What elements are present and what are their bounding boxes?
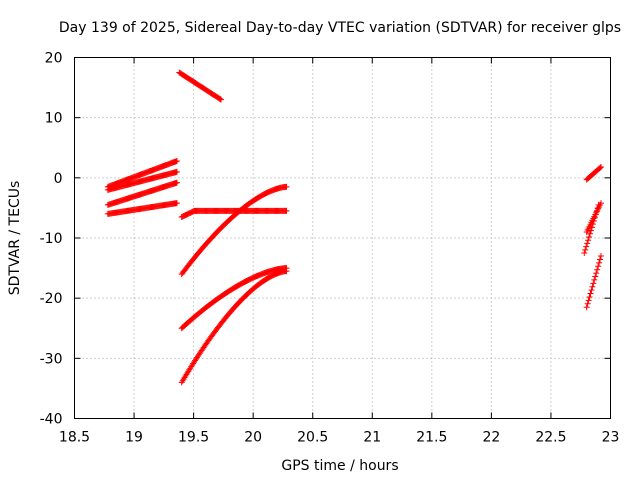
data-point [586, 293, 593, 300]
data-point [589, 283, 596, 290]
data-point [283, 268, 290, 275]
data-point [217, 96, 224, 103]
y-tick-label: -40 [40, 412, 63, 428]
data-point [590, 280, 597, 287]
data-point [597, 256, 604, 263]
x-tick-label: 22 [482, 430, 500, 446]
x-tick-label: 19.5 [178, 430, 209, 446]
series-arc-b [104, 168, 180, 193]
series-arc-i [178, 268, 290, 386]
y-tick-label: -10 [40, 231, 63, 247]
x-tick-label: 18.5 [59, 430, 90, 446]
data-point [587, 290, 594, 297]
x-tick-label: 21.5 [416, 430, 447, 446]
y-tick-label: 0 [54, 171, 63, 187]
y-axis-label: SDTVAR / TECUs [7, 181, 23, 296]
data-point [173, 179, 180, 186]
data-point [588, 287, 595, 294]
data-point [583, 243, 590, 250]
data-point [218, 96, 225, 103]
series-arc-g [178, 183, 290, 278]
data-point [585, 297, 592, 304]
y-tick-label: 10 [45, 111, 63, 127]
series-arc-m [583, 253, 604, 311]
data-point [597, 164, 604, 171]
data-point [595, 263, 602, 270]
y-tick-label: -30 [40, 351, 63, 367]
plot-frame [74, 57, 611, 419]
x-tick-label: 21 [363, 430, 381, 446]
data-point [283, 207, 290, 214]
data-point [594, 266, 601, 273]
data-point [592, 273, 599, 280]
chart-title: Day 139 of 2025, Sidereal Day-to-day VTE… [59, 20, 621, 36]
data-point [597, 253, 604, 260]
data-point [173, 200, 180, 207]
x-tick-label: 23 [602, 430, 620, 446]
data-point [593, 270, 600, 277]
data-points [104, 69, 604, 386]
data-point [173, 157, 180, 164]
series-arc-e [176, 69, 225, 103]
x-tick-label: 20.5 [297, 430, 328, 446]
data-point [582, 246, 589, 253]
data-point [587, 230, 594, 237]
series-arc-j [583, 164, 604, 183]
data-point [173, 168, 180, 175]
x-tick-label: 20 [244, 430, 262, 446]
data-point [596, 259, 603, 266]
data-point [585, 237, 592, 244]
data-point [586, 233, 593, 240]
axis-ticks: 18.5 19 19.5 20 20.5 21 21.5 22 22.5 23 -40 -30 -20 -… [40, 51, 620, 446]
x-tick-label: 19 [125, 430, 143, 446]
x-axis-label: GPS time / hours [281, 458, 398, 474]
y-tick-label: -20 [40, 291, 63, 307]
data-point [584, 300, 591, 307]
data-point [591, 276, 598, 283]
data-point [597, 164, 604, 171]
data-point [583, 304, 590, 311]
series-arc-d [104, 200, 180, 217]
series-arc-c [104, 179, 180, 208]
series-arc-l [583, 200, 604, 235]
data-point [597, 200, 604, 207]
data-point [584, 240, 591, 247]
data-point [283, 183, 290, 190]
x-tick-label: 22.5 [535, 430, 566, 446]
data-point [581, 250, 588, 257]
grid [74, 57, 611, 419]
y-tick-label: 20 [45, 51, 63, 67]
